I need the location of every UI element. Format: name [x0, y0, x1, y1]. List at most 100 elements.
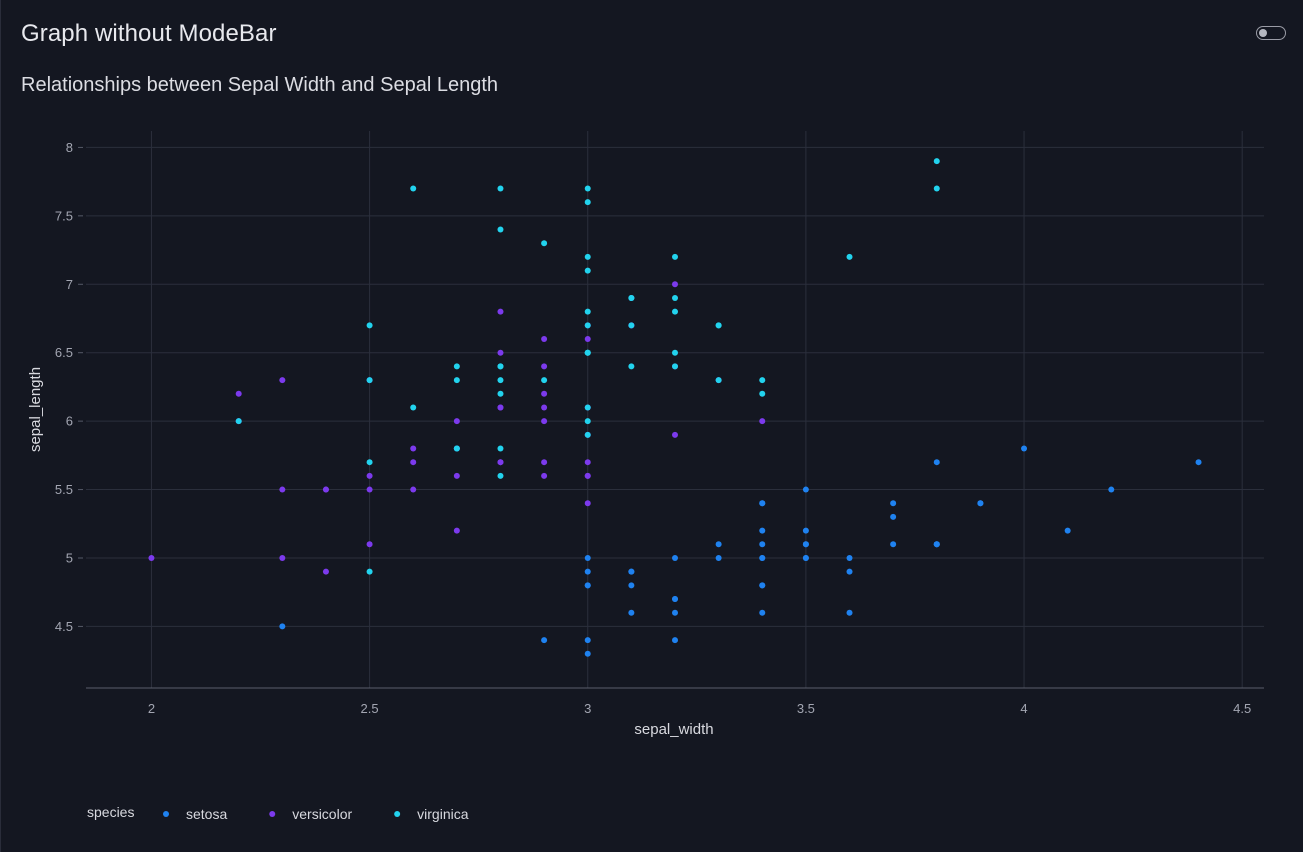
data-point-setosa[interactable] [759, 554, 766, 561]
data-point-virginica[interactable] [584, 199, 591, 206]
data-point-versicolor[interactable] [322, 568, 329, 575]
data-point-virginica[interactable] [366, 459, 373, 466]
data-point-virginica[interactable] [759, 390, 766, 397]
data-point-setosa[interactable] [1021, 445, 1028, 452]
data-point-versicolor[interactable] [410, 486, 417, 493]
data-point-versicolor[interactable] [672, 431, 678, 438]
data-point-virginica[interactable] [366, 322, 373, 329]
data-point-setosa[interactable] [1195, 459, 1202, 466]
legend[interactable]: species setosa versicolor virginica [87, 804, 469, 822]
data-point-setosa[interactable] [1064, 527, 1071, 534]
data-point-setosa[interactable] [584, 637, 591, 644]
data-point-versicolor[interactable] [541, 363, 548, 370]
data-point-virginica[interactable] [759, 377, 766, 384]
data-point-virginica[interactable] [584, 349, 591, 356]
data-point-virginica[interactable] [410, 185, 417, 192]
legend-item-virginica[interactable]: virginica [394, 806, 469, 822]
data-point-setosa[interactable] [584, 650, 591, 657]
data-point-virginica[interactable] [715, 322, 722, 329]
data-point-setosa[interactable] [933, 459, 940, 466]
data-point-versicolor[interactable] [279, 486, 286, 493]
data-point-versicolor[interactable] [497, 308, 504, 315]
data-point-virginica[interactable] [497, 377, 504, 384]
data-point-setosa[interactable] [977, 500, 984, 507]
data-point-virginica[interactable] [933, 158, 940, 165]
data-point-setosa[interactable] [584, 582, 591, 589]
data-point-virginica[interactable] [541, 377, 548, 384]
data-point-virginica[interactable] [584, 185, 591, 192]
data-point-versicolor[interactable] [541, 459, 548, 466]
data-point-virginica[interactable] [584, 404, 591, 411]
data-point-virginica[interactable] [672, 253, 678, 260]
data-point-virginica[interactable] [497, 363, 504, 370]
data-point-versicolor[interactable] [279, 377, 286, 384]
data-point-setosa[interactable] [846, 554, 853, 561]
data-point-virginica[interactable] [628, 363, 635, 370]
data-point-versicolor[interactable] [584, 500, 591, 507]
data-point-virginica[interactable] [497, 226, 504, 233]
data-point-setosa[interactable] [846, 568, 853, 575]
data-point-versicolor[interactable] [541, 418, 548, 425]
data-point-versicolor[interactable] [584, 459, 591, 466]
data-point-setosa[interactable] [715, 541, 722, 548]
data-point-setosa[interactable] [890, 541, 897, 548]
data-point-versicolor[interactable] [366, 541, 373, 548]
data-point-setosa[interactable] [802, 554, 809, 561]
data-point-virginica[interactable] [497, 185, 504, 192]
data-point-virginica[interactable] [584, 322, 591, 329]
data-point-setosa[interactable] [1108, 486, 1115, 493]
data-point-versicolor[interactable] [410, 445, 417, 452]
data-point-virginica[interactable] [584, 267, 591, 274]
data-point-versicolor[interactable] [322, 486, 329, 493]
data-point-setosa[interactable] [759, 500, 766, 507]
data-point-setosa[interactable] [759, 609, 766, 616]
data-point-versicolor[interactable] [279, 554, 286, 561]
modebar-toggle-switch[interactable] [1256, 26, 1286, 40]
data-point-versicolor[interactable] [497, 404, 504, 411]
data-point-setosa[interactable] [802, 541, 809, 548]
data-point-versicolor[interactable] [541, 390, 548, 397]
data-point-virginica[interactable] [933, 185, 940, 192]
data-point-setosa[interactable] [541, 637, 548, 644]
data-point-versicolor[interactable] [453, 472, 460, 479]
data-point-setosa[interactable] [628, 582, 635, 589]
data-point-virginica[interactable] [584, 418, 591, 425]
data-point-setosa[interactable] [672, 554, 678, 561]
data-point-virginica[interactable] [628, 322, 635, 329]
data-point-setosa[interactable] [802, 486, 809, 493]
data-point-setosa[interactable] [802, 527, 809, 534]
data-point-setosa[interactable] [759, 541, 766, 548]
data-point-setosa[interactable] [715, 554, 722, 561]
data-point-setosa[interactable] [672, 609, 678, 616]
data-point-setosa[interactable] [759, 527, 766, 534]
data-point-versicolor[interactable] [759, 418, 766, 425]
data-point-setosa[interactable] [279, 623, 286, 630]
data-point-virginica[interactable] [497, 390, 504, 397]
data-point-virginica[interactable] [672, 363, 678, 370]
data-point-virginica[interactable] [628, 294, 635, 301]
data-point-virginica[interactable] [235, 418, 242, 425]
data-point-virginica[interactable] [410, 404, 417, 411]
data-point-virginica[interactable] [584, 431, 591, 438]
data-point-virginica[interactable] [497, 445, 504, 452]
data-point-setosa[interactable] [759, 582, 766, 589]
data-point-virginica[interactable] [672, 349, 678, 356]
data-point-virginica[interactable] [453, 445, 460, 452]
data-point-versicolor[interactable] [366, 486, 373, 493]
data-point-virginica[interactable] [366, 568, 373, 575]
data-point-setosa[interactable] [672, 637, 678, 644]
data-point-setosa[interactable] [890, 513, 897, 520]
data-point-virginica[interactable] [584, 308, 591, 315]
data-point-virginica[interactable] [672, 294, 678, 301]
data-point-setosa[interactable] [672, 596, 678, 603]
data-point-versicolor[interactable] [541, 336, 548, 343]
data-point-versicolor[interactable] [672, 281, 678, 288]
data-point-setosa[interactable] [890, 500, 897, 507]
data-point-virginica[interactable] [715, 377, 722, 384]
data-point-virginica[interactable] [846, 253, 853, 260]
data-point-virginica[interactable] [541, 240, 548, 247]
data-point-virginica[interactable] [453, 363, 460, 370]
data-point-versicolor[interactable] [497, 459, 504, 466]
data-point-versicolor[interactable] [366, 472, 373, 479]
